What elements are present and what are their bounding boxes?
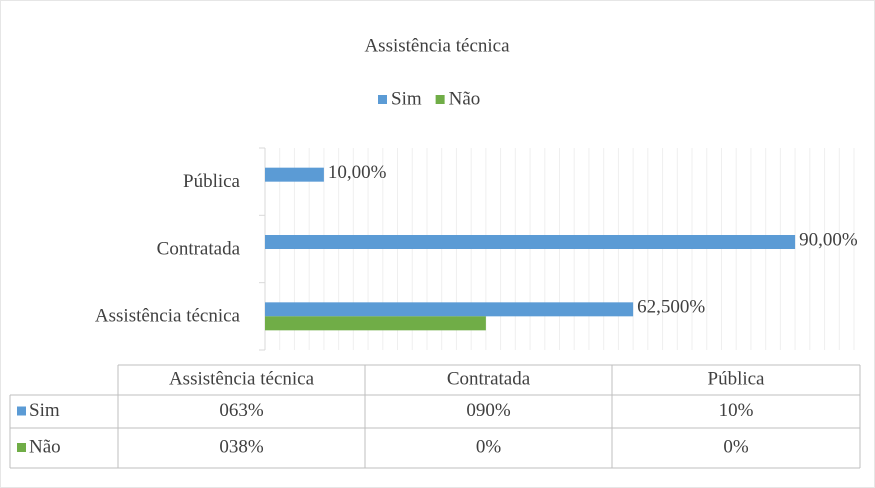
- table-header: Contratada: [447, 368, 531, 389]
- table-header: Assistência técnica: [169, 368, 315, 389]
- y-tick-label: Contratada: [157, 238, 241, 259]
- bar: [265, 167, 324, 182]
- table-cell: 0%: [476, 436, 502, 457]
- legend-label: Não: [449, 88, 481, 109]
- legend-label: Sim: [391, 88, 422, 109]
- table-cell: 10%: [719, 400, 754, 421]
- bar: [265, 235, 796, 249]
- table-cell: 0%: [723, 436, 749, 457]
- legend-swatch: [435, 95, 445, 104]
- table-row-label: Sim: [29, 400, 60, 421]
- legend-swatch: [378, 95, 387, 104]
- data-label: 10,00%: [328, 162, 387, 183]
- table-cell: 090%: [466, 400, 511, 421]
- data-label: 90,00%: [799, 229, 858, 250]
- chart-title: Assistência técnica: [364, 35, 510, 56]
- table-cell: 063%: [219, 400, 264, 421]
- bar: [265, 302, 634, 317]
- y-tick-label: Pública: [183, 171, 241, 192]
- table-swatch: [17, 406, 26, 416]
- bar: [265, 316, 486, 331]
- table-header: Pública: [708, 368, 766, 389]
- table-swatch: [17, 443, 26, 452]
- table-cell: 038%: [219, 436, 264, 457]
- y-tick-label: Assistência técnica: [95, 306, 241, 327]
- data-label: 62,500%: [637, 297, 705, 318]
- table-row-label: Não: [29, 436, 61, 457]
